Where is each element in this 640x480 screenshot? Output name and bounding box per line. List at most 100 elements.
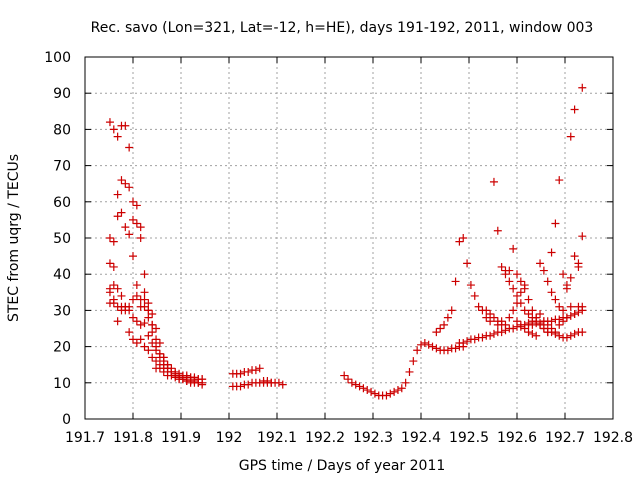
- data-point: [186, 376, 195, 385]
- data-point: [486, 310, 495, 319]
- x-tick-label: 192.6: [497, 430, 537, 446]
- data-point: [482, 313, 491, 322]
- data-point: [140, 270, 149, 279]
- data-point: [528, 306, 537, 315]
- data-point: [536, 259, 545, 268]
- data-point: [148, 328, 157, 337]
- data-point: [148, 338, 157, 347]
- data-point: [493, 226, 502, 235]
- data-points: [105, 83, 587, 400]
- data-point: [578, 83, 587, 92]
- data-point: [497, 262, 506, 271]
- data-point: [578, 328, 587, 337]
- data-point: [351, 380, 360, 389]
- data-point: [109, 299, 118, 308]
- data-point: [117, 306, 126, 315]
- data-point: [152, 346, 161, 355]
- data-point: [278, 380, 287, 389]
- data-point: [543, 277, 552, 286]
- data-point: [482, 306, 491, 315]
- data-point: [148, 353, 157, 362]
- data-point: [524, 295, 533, 304]
- data-point: [136, 335, 145, 344]
- data-point: [432, 344, 441, 353]
- data-point: [125, 302, 134, 311]
- x-tick-label: 192.4: [401, 430, 441, 446]
- data-point: [459, 234, 468, 242]
- data-point: [136, 223, 145, 232]
- data-point: [113, 132, 122, 141]
- y-tick-label: 20: [53, 340, 71, 356]
- data-point: [539, 266, 548, 275]
- data-point: [121, 179, 130, 188]
- data-point: [117, 176, 126, 185]
- y-tick-label: 30: [53, 303, 71, 319]
- data-point: [370, 389, 379, 398]
- data-point: [543, 328, 552, 337]
- data-point: [340, 371, 349, 380]
- data-point: [194, 378, 203, 387]
- data-point: [505, 277, 514, 286]
- y-tick-labels: 0 10 20 30 40 50 60 70 80 90 100: [44, 50, 71, 428]
- y-tick-label: 60: [53, 195, 71, 211]
- data-point: [413, 346, 422, 355]
- data-point: [244, 367, 253, 376]
- data-point: [455, 237, 464, 246]
- data-point: [559, 306, 568, 315]
- data-point: [132, 219, 141, 228]
- data-point: [463, 259, 472, 268]
- data-point: [144, 299, 153, 308]
- data-point: [359, 384, 368, 393]
- data-point: [152, 324, 161, 333]
- data-point: [566, 331, 575, 340]
- data-point: [570, 329, 579, 338]
- data-point: [155, 364, 164, 373]
- data-point: [436, 324, 445, 333]
- data-point: [136, 234, 145, 242]
- data-point: [144, 306, 153, 315]
- data-point: [539, 324, 548, 333]
- data-point: [547, 288, 556, 297]
- data-point: [443, 313, 452, 322]
- data-point: [562, 281, 571, 290]
- data-point: [409, 357, 418, 366]
- y-tick-label: 10: [53, 376, 71, 392]
- data-point: [520, 281, 529, 290]
- data-point: [113, 212, 122, 221]
- data-point: [244, 380, 253, 389]
- data-point: [489, 313, 498, 322]
- data-point: [132, 338, 141, 347]
- data-point: [440, 320, 449, 329]
- data-point: [532, 313, 541, 322]
- data-point: [355, 382, 364, 391]
- chart-title: Rec. savo (Lon=321, Lat=-12, h=HE), days…: [91, 20, 594, 36]
- data-point: [140, 288, 149, 297]
- data-point: [109, 237, 118, 246]
- data-point: [109, 262, 118, 271]
- data-point: [470, 335, 479, 344]
- data-point: [532, 331, 541, 340]
- data-point: [516, 320, 525, 329]
- data-point: [405, 367, 414, 376]
- data-point: [443, 346, 452, 355]
- data-point: [509, 244, 518, 253]
- data-point: [559, 317, 568, 326]
- data-point: [486, 331, 495, 340]
- data-point: [121, 223, 130, 232]
- data-point: [382, 391, 391, 400]
- data-point: [148, 310, 157, 319]
- data-point: [513, 299, 521, 308]
- data-point: [578, 232, 587, 241]
- data-point: [155, 338, 164, 347]
- x-axis-label: GPS time / Days of year 2011: [239, 458, 446, 474]
- x-tick-labels: 191.7 191.8 191.9 192 192.1 192.2 192.3 192.4 19…: [65, 430, 633, 446]
- data-point: [113, 284, 122, 293]
- series-5: [105, 288, 172, 380]
- series-8: [340, 338, 468, 400]
- data-point: [159, 353, 168, 362]
- data-point: [551, 219, 560, 228]
- data-point: [129, 335, 137, 344]
- data-point: [428, 342, 437, 351]
- data-point: [113, 317, 122, 326]
